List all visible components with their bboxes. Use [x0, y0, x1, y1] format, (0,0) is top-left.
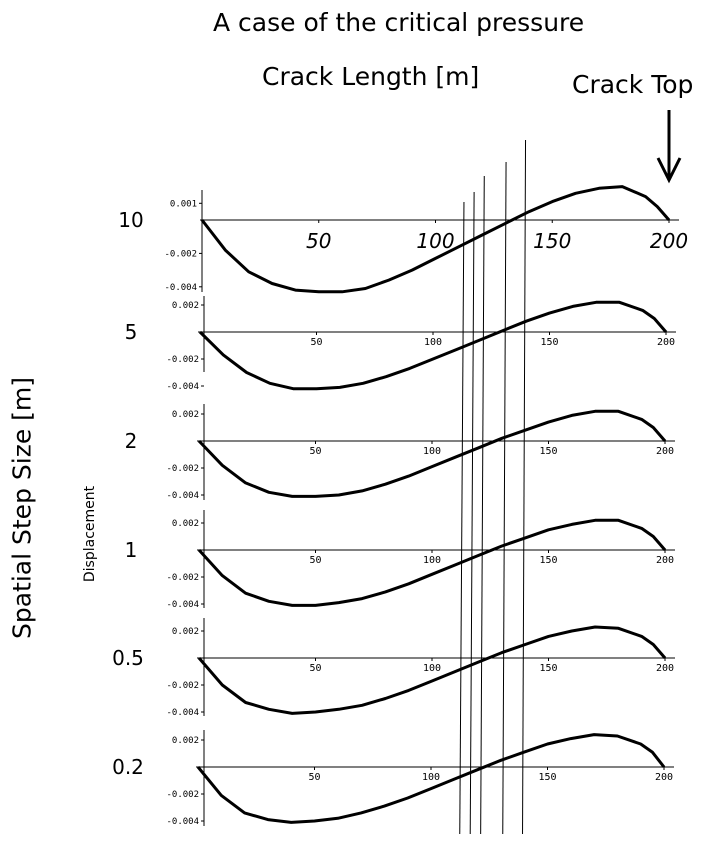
y-tick-label: -0.002	[166, 464, 199, 474]
x-tick-label: 200	[657, 337, 675, 348]
vertical-marker-line	[480, 175, 485, 835]
x-tick-label: 50	[309, 555, 321, 566]
y-tick-label: -0.004	[166, 817, 199, 827]
y-tick-label: -0.004	[166, 600, 199, 610]
x-tick-label: 50	[308, 772, 320, 783]
chart-title: A case of the critical pressure	[213, 8, 585, 37]
x-tick-label: 100	[422, 772, 440, 783]
x-tick-label: 200	[656, 555, 674, 566]
x-tick-label: 100	[424, 337, 442, 348]
x-tick-label: 100	[416, 229, 454, 253]
x-tick-label: 200	[655, 772, 673, 783]
y-tick-label: 0.002	[172, 410, 199, 420]
x-tick-label: 200	[656, 446, 674, 457]
displacement-curve	[197, 409, 667, 498]
vertical-marker-line	[459, 201, 465, 835]
y-tick-label: -0.004	[166, 382, 199, 392]
x-tick-label: 150	[538, 772, 556, 783]
x-tick-label: 150	[539, 663, 557, 674]
x-tick-label: 100	[423, 555, 441, 566]
vertical-marker-line	[469, 191, 475, 835]
x-tick-label: 100	[423, 446, 441, 457]
y-tick-label: 0.002	[172, 736, 199, 746]
step-size-label: 2	[125, 429, 138, 453]
crack-top-label: Crack Top	[572, 70, 694, 99]
step-size-label: 10	[118, 208, 143, 232]
x-tick-label: 150	[540, 337, 558, 348]
y-tick-label: -0.002	[166, 573, 199, 583]
step-size-label: 0.5	[112, 646, 144, 670]
x-tick-label: 50	[306, 229, 331, 253]
x-tick-label: 150	[539, 555, 557, 566]
y-tick-label: 0.001	[170, 199, 197, 209]
y-tick-label: -0.002	[166, 790, 199, 800]
step-size-label: 1	[125, 538, 138, 562]
x-tick-label: 200	[656, 663, 674, 674]
displacement-curve	[198, 300, 668, 391]
y-tick-label: 0.002	[172, 301, 199, 311]
y-tick-label: -0.004	[164, 283, 197, 293]
y-tick-label: 0.002	[172, 519, 199, 529]
x-tick-label: 200	[650, 229, 688, 253]
vertical-marker-line	[502, 161, 507, 835]
displacement-curve	[197, 625, 667, 715]
x-tick-label: 50	[309, 446, 321, 457]
x-tick-label: 50	[309, 663, 321, 674]
x-axis-title: Crack Length [m]	[262, 62, 480, 91]
x-tick-label: 50	[310, 337, 322, 348]
y-tick-label: -0.004	[166, 708, 199, 718]
down-arrow-icon	[656, 110, 682, 184]
y-tick-label: -0.002	[164, 249, 197, 259]
displacement-curve	[200, 185, 671, 294]
x-tick-label: 100	[423, 663, 441, 674]
displacement-curve	[196, 733, 666, 824]
step-size-label: 5	[125, 320, 138, 344]
displacement-curve	[197, 518, 667, 607]
vertical-marker-line	[522, 139, 527, 835]
y-tick-label: -0.002	[166, 355, 199, 365]
y-tick-label: -0.002	[166, 681, 199, 691]
step-size-label: 0.2	[112, 755, 144, 779]
y-tick-label: 0.002	[172, 627, 199, 637]
x-tick-label: 150	[539, 446, 557, 457]
y-tick-label: -0.004	[166, 491, 199, 501]
x-tick-label: 150	[533, 229, 571, 253]
